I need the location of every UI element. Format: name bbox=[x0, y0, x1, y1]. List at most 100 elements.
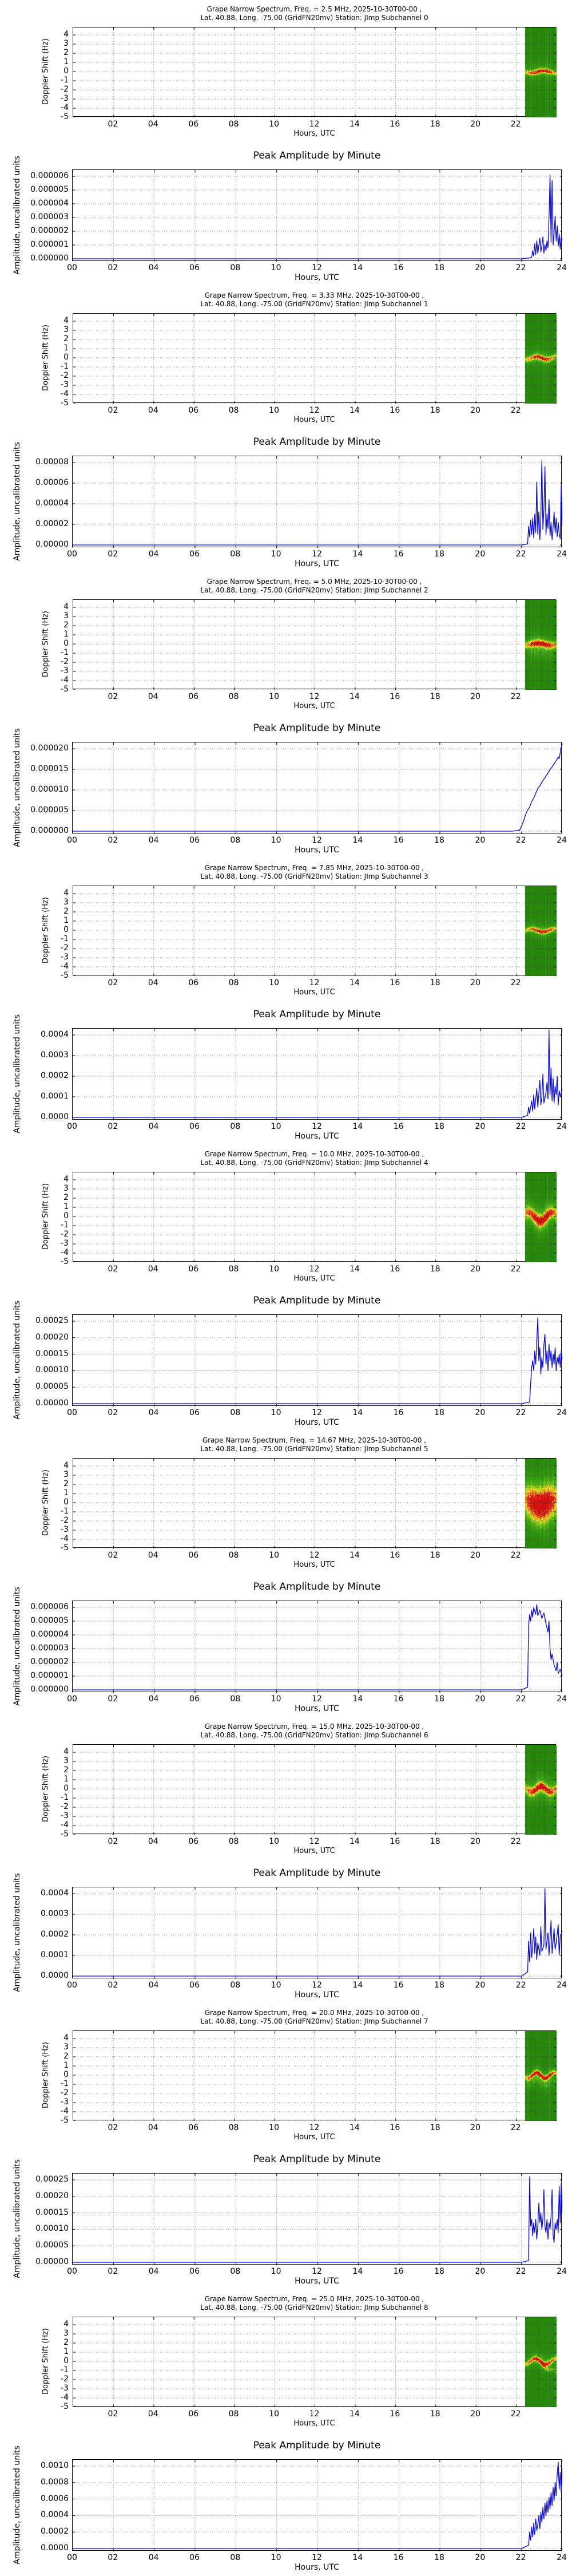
x-tick-label: 16 bbox=[393, 1981, 404, 1990]
y-tick-label: 0.000006 bbox=[30, 1602, 69, 1611]
x-tick-label: 10 bbox=[271, 550, 281, 559]
x-tick-label: 04 bbox=[148, 1981, 159, 1990]
spectrogram-grid-svg bbox=[73, 2031, 557, 2121]
y-tick-label: -5 bbox=[61, 398, 69, 408]
x-tick-label: 16 bbox=[393, 1694, 404, 1704]
amplitude-trace bbox=[73, 1317, 562, 1404]
y-tick-label: 0 bbox=[63, 1211, 69, 1220]
x-tick-label: 02 bbox=[108, 1265, 118, 1274]
x-tick-label: 02 bbox=[108, 120, 118, 129]
y-tick-label: 0.000000 bbox=[30, 254, 69, 263]
y-tick-label: -1 bbox=[61, 362, 69, 371]
subchannel-section-7: Grape Narrow Spectrum, Freq. = 20.0 MHz,… bbox=[0, 2004, 572, 2290]
spectrogram-plot-area bbox=[73, 599, 557, 690]
x-tick-label: 14 bbox=[349, 120, 360, 129]
x-tick-label: 02 bbox=[108, 1408, 118, 1417]
y-tick-label: -2 bbox=[61, 943, 69, 953]
x-tick-label: 10 bbox=[269, 1837, 279, 1846]
x-tick-label: 08 bbox=[228, 406, 239, 415]
y-tick-label: 0.00000 bbox=[35, 2257, 69, 2266]
y-tick-label: 3 bbox=[63, 325, 69, 334]
x-tick-label: 10 bbox=[269, 692, 279, 701]
x-tick-label: 04 bbox=[148, 2409, 158, 2419]
spectrogram-title-line1: Grape Narrow Spectrum, Freq. = 3.33 MHz,… bbox=[204, 291, 424, 299]
spectrogram-x-axis-label: Hours, UTC bbox=[293, 129, 335, 138]
amplitude-x-axis-label: Hours, UTC bbox=[295, 846, 339, 855]
y-tick-label: 2 bbox=[63, 907, 69, 916]
x-tick-label: 00 bbox=[67, 836, 77, 845]
x-tick-label: 08 bbox=[228, 1265, 239, 1274]
x-tick-label: 18 bbox=[430, 120, 440, 129]
y-tick-label: 1 bbox=[63, 916, 69, 925]
x-tick-label: 02 bbox=[108, 1981, 118, 1990]
y-tick-label: 4 bbox=[63, 602, 69, 611]
spectrogram-grid-svg bbox=[73, 27, 557, 117]
x-tick-label: 20 bbox=[470, 120, 481, 129]
amplitude-plot-area bbox=[72, 742, 562, 834]
x-tick-label: 16 bbox=[393, 1122, 404, 1131]
x-tick-label: 06 bbox=[189, 263, 200, 272]
x-tick-label: 16 bbox=[390, 1265, 400, 1274]
x-tick-label: 00 bbox=[67, 263, 77, 272]
x-tick-label: 22 bbox=[510, 1837, 521, 1846]
amplitude-x-axis-label: Hours, UTC bbox=[295, 2563, 339, 2572]
amplitude-plot-area bbox=[72, 456, 562, 548]
subchannel-section-6: Grape Narrow Spectrum, Freq. = 15.0 MHz,… bbox=[0, 1717, 572, 2004]
x-tick-label: 18 bbox=[434, 1694, 444, 1704]
y-tick-label: 0 bbox=[63, 639, 69, 648]
y-tick-label: 0 bbox=[63, 66, 69, 76]
x-tick-label: 16 bbox=[390, 406, 400, 415]
y-tick-label: -3 bbox=[61, 1811, 69, 1820]
x-tick-label: 14 bbox=[352, 1981, 363, 1990]
y-tick-label: 1 bbox=[63, 2061, 69, 2070]
x-tick-label: 14 bbox=[349, 2123, 360, 2132]
x-tick-label: 16 bbox=[390, 2409, 400, 2419]
x-tick-label: 24 bbox=[557, 1694, 567, 1704]
spectrogram-title-line1: Grape Narrow Spectrum, Freq. = 14.67 MHz… bbox=[202, 1436, 427, 1444]
y-tick-label: 4 bbox=[63, 1461, 69, 1470]
x-tick-label: 20 bbox=[475, 550, 486, 559]
x-tick-label: 02 bbox=[108, 1551, 118, 1560]
x-tick-label: 12 bbox=[312, 1122, 322, 1131]
x-tick-label: 02 bbox=[108, 978, 118, 987]
y-tick-label: 0.00025 bbox=[35, 1316, 69, 1325]
y-tick-label: -5 bbox=[61, 971, 69, 980]
subchannel-section-3: Grape Narrow Spectrum, Freq. = 7.85 MHz,… bbox=[0, 859, 572, 1145]
y-tick-label: 0.0003 bbox=[41, 1050, 69, 1060]
x-tick-label: 02 bbox=[108, 2267, 118, 2276]
x-tick-label: 20 bbox=[475, 1122, 486, 1131]
x-tick-label: 08 bbox=[228, 1551, 239, 1560]
x-tick-label: 08 bbox=[230, 1408, 241, 1417]
y-tick-label: 1 bbox=[63, 343, 69, 353]
x-tick-label: 10 bbox=[269, 120, 279, 129]
x-tick-label: 12 bbox=[309, 1551, 320, 1560]
x-tick-label: 04 bbox=[148, 550, 159, 559]
x-tick-label: 16 bbox=[390, 692, 400, 701]
amplitude-trace bbox=[73, 1888, 562, 1977]
y-tick-label: 0.000001 bbox=[30, 240, 69, 249]
x-tick-label: 22 bbox=[510, 120, 521, 129]
x-tick-label: 22 bbox=[515, 1981, 526, 1990]
x-tick-label: 06 bbox=[188, 406, 199, 415]
y-tick-label: 0.000002 bbox=[30, 226, 69, 235]
x-tick-label: 14 bbox=[349, 1837, 360, 1846]
x-tick-label: 18 bbox=[434, 1122, 444, 1131]
spectrogram-plot-area bbox=[73, 1172, 557, 1262]
spectrogram-band-canvas bbox=[525, 1459, 557, 1548]
y-tick-label: 4 bbox=[63, 888, 69, 898]
y-tick-label: 0.000006 bbox=[30, 171, 69, 180]
x-tick-label: 06 bbox=[188, 2409, 199, 2419]
x-tick-label: 04 bbox=[148, 836, 159, 845]
amplitude-grid-svg bbox=[73, 456, 562, 548]
x-tick-label: 24 bbox=[557, 263, 567, 272]
spectrogram-title-line2: Lat. 40.88, Long. -75.00 (GridFN20mv) St… bbox=[200, 2304, 428, 2312]
x-tick-label: 06 bbox=[188, 1837, 199, 1846]
x-tick-label: 04 bbox=[148, 978, 158, 987]
amplitude-plot-area bbox=[72, 169, 562, 262]
y-tick-label: -3 bbox=[61, 2097, 69, 2107]
x-tick-label: 20 bbox=[475, 1694, 486, 1704]
y-tick-label: 0.000000 bbox=[30, 1685, 69, 1694]
amplitude-trace bbox=[73, 1029, 562, 1118]
y-tick-label: -5 bbox=[61, 1543, 69, 1552]
subchannel-section-0: Grape Narrow Spectrum, Freq. = 2.5 MHz, … bbox=[0, 0, 572, 286]
